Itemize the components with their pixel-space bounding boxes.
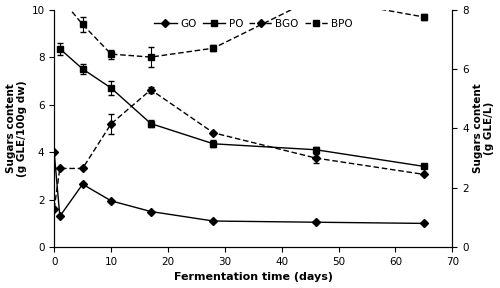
X-axis label: Fermentation time (days): Fermentation time (days) bbox=[174, 272, 333, 283]
Legend: GO, PO, BGO, BPO: GO, PO, BGO, BPO bbox=[150, 15, 357, 33]
Y-axis label: Sugars content
(g GLE/100g dw): Sugars content (g GLE/100g dw) bbox=[6, 80, 27, 177]
Y-axis label: Sugars content
(g GLE/L): Sugars content (g GLE/L) bbox=[473, 84, 494, 173]
